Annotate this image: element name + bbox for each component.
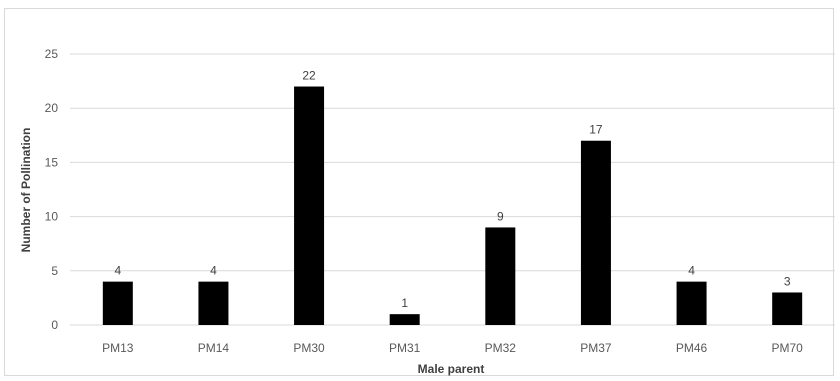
bar-pm46 — [676, 281, 707, 325]
x-tick-label: PM13 — [102, 341, 134, 355]
y-tick-label: 0 — [51, 318, 58, 332]
bar-pm30 — [294, 86, 325, 326]
x-tick-label: PM32 — [485, 341, 517, 355]
x-tick-label: PM14 — [198, 341, 230, 355]
x-axis-title: Male parent — [418, 362, 485, 376]
x-tick-label: PM46 — [676, 341, 708, 355]
y-tick-label: 25 — [45, 47, 59, 61]
bar-pm14 — [198, 281, 229, 325]
bar-pm32 — [485, 227, 516, 325]
data-label: 17 — [589, 123, 603, 137]
y-axis-title: Number of Pollination — [19, 128, 33, 253]
y-axis-ticks: 0 5 10 15 20 25 — [45, 47, 59, 332]
data-label: 4 — [210, 264, 217, 278]
data-label: 22 — [302, 69, 316, 83]
data-label: 3 — [784, 274, 791, 288]
data-label: 4 — [114, 264, 121, 278]
x-axis-ticks: PM13 PM14 PM30 PM31 PM32 PM37 PM46 PM70 — [102, 341, 803, 355]
y-tick-label: 15 — [45, 155, 59, 169]
x-tick-label: PM30 — [293, 341, 325, 355]
gridlines — [70, 53, 835, 326]
bar-pm70 — [772, 292, 803, 325]
bar-pm13 — [102, 281, 133, 325]
bar-pm31 — [389, 314, 420, 325]
x-tick-label: PM70 — [772, 341, 804, 355]
y-tick-label: 20 — [45, 101, 59, 115]
data-label: 9 — [497, 209, 504, 223]
x-tick-label: PM31 — [389, 341, 421, 355]
y-tick-label: 10 — [45, 210, 59, 224]
data-label: 4 — [688, 264, 695, 278]
data-label: 1 — [401, 296, 408, 310]
bars — [102, 86, 803, 326]
data-labels: 4 4 22 1 9 17 4 3 — [114, 69, 790, 311]
y-tick-label: 5 — [51, 264, 58, 278]
bar-pm37 — [580, 140, 611, 325]
x-tick-label: PM37 — [580, 341, 612, 355]
